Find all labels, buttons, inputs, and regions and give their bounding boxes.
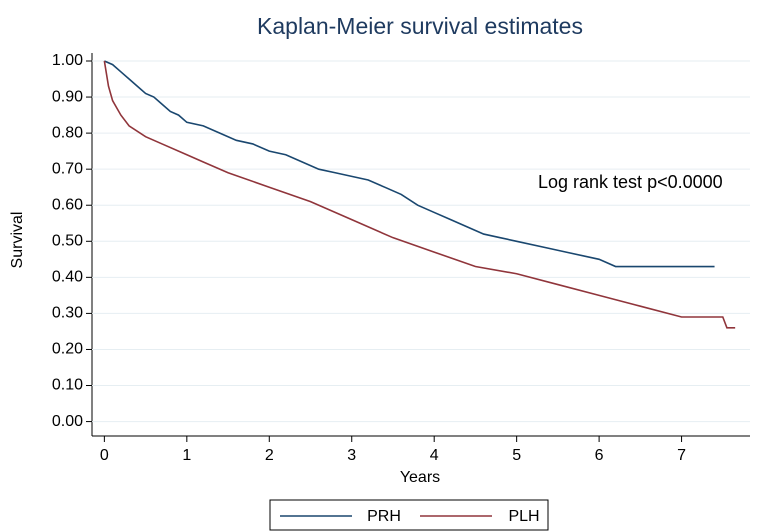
x-tick-label: 4: [430, 447, 439, 464]
y-tick-label: 0.10: [52, 377, 83, 394]
legend-label: PRH: [367, 508, 401, 525]
y-tick-label: 0.40: [52, 269, 83, 286]
chart-title: Kaplan-Meier survival estimates: [257, 13, 583, 39]
y-axis-label: Survival: [9, 212, 26, 269]
x-tick-label: 5: [512, 447, 521, 464]
y-tick-label: 0.90: [52, 88, 83, 105]
y-tick-label: 0.20: [52, 341, 83, 358]
y-tick-label: 0.50: [52, 233, 83, 250]
x-tick-label: 6: [595, 447, 604, 464]
y-tick-label: 0.80: [52, 124, 83, 141]
x-tick-label: 0: [100, 447, 109, 464]
legend-label: PLH: [508, 508, 539, 525]
x-tick-label: 7: [677, 447, 686, 464]
x-tick-label: 2: [265, 447, 274, 464]
legend-box: [269, 499, 549, 531]
x-axis-label: Years: [400, 469, 440, 486]
x-tick-label: 3: [347, 447, 356, 464]
survival-line: [104, 60, 715, 268]
annotation: Log rank test p<0.0000: [538, 172, 723, 192]
x-tick-label: 1: [182, 447, 191, 464]
y-tick-label: 0.30: [52, 305, 83, 322]
survival-line: [103, 60, 736, 329]
y-tick-label: 1.00: [52, 52, 83, 69]
y-tick-label: 0.60: [52, 196, 83, 213]
y-tick-label: 0.70: [52, 160, 83, 177]
y-tick-label: 0.00: [52, 413, 83, 430]
